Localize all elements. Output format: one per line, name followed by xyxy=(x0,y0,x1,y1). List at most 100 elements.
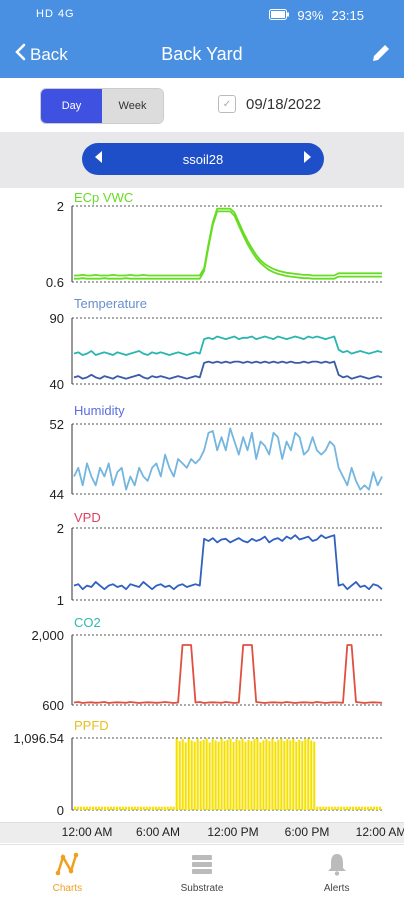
ppfd-bar xyxy=(280,738,283,810)
ppfd-bar xyxy=(217,741,220,810)
time-label: 6:00 PM xyxy=(284,825,330,839)
ppfd-bar xyxy=(208,742,211,810)
series-line xyxy=(73,360,383,380)
ppfd-bar xyxy=(136,806,139,810)
sensor-bar: ssoil28 xyxy=(0,132,404,188)
ppfd-bar xyxy=(94,806,98,810)
ppfd-bar xyxy=(127,806,130,810)
ppfd-bar xyxy=(178,741,181,810)
back-button[interactable]: Back xyxy=(14,43,68,66)
ppfd-bar xyxy=(199,741,202,810)
time-label: 12:00 AM xyxy=(355,825,404,839)
ppfd-bar xyxy=(220,738,223,810)
ppfd-bar xyxy=(349,806,352,810)
ppfd-bar xyxy=(214,740,217,810)
ppfd-bar xyxy=(235,739,238,810)
y-tick-label: 1,096.54 xyxy=(13,731,64,746)
bell-icon xyxy=(324,851,350,880)
ppfd-bar xyxy=(247,739,250,810)
y-tick-label: 0.6 xyxy=(46,275,64,290)
ppfd-bar xyxy=(373,806,376,810)
series-line xyxy=(73,427,383,491)
sensor-selector: ssoil28 xyxy=(82,143,324,175)
tab-substrate-label: Substrate xyxy=(180,883,224,894)
ppfd-bar xyxy=(142,806,145,810)
ppfd-bar xyxy=(379,806,382,810)
charts-icon xyxy=(54,851,80,880)
ppfd-bar xyxy=(292,738,295,810)
ppfd-bar xyxy=(76,806,80,810)
y-tick-label: 2,000 xyxy=(31,628,64,643)
edit-button[interactable] xyxy=(370,42,392,69)
ppfd-bar xyxy=(109,806,112,810)
clock: 23:15 xyxy=(331,8,364,23)
chevron-left-icon xyxy=(14,43,26,66)
ppfd-bar xyxy=(196,738,199,810)
ppfd-bar xyxy=(166,806,169,810)
y-tick-label: 1 xyxy=(57,593,64,608)
app-bar: Back Back Yard xyxy=(0,32,404,78)
ppfd-bar xyxy=(241,738,244,810)
tab-alerts-label: Alerts xyxy=(323,883,350,894)
tab-charts[interactable]: Charts xyxy=(0,845,135,901)
ppfd-bar xyxy=(367,806,370,810)
previous-sensor-button[interactable] xyxy=(94,150,104,169)
back-label: Back xyxy=(30,44,68,64)
ppfd-bar xyxy=(358,806,361,810)
ppfd-bar xyxy=(118,806,121,810)
tab-alerts[interactable]: Alerts xyxy=(269,845,404,901)
day-toggle[interactable]: Day xyxy=(41,89,102,123)
ppfd-bar xyxy=(259,742,262,810)
ppfd-bar xyxy=(190,740,193,810)
y-tick-label: 90 xyxy=(50,311,64,326)
y-tick-label: 0 xyxy=(57,803,64,818)
charts-panel: ECp VWC 2 0.6 Temperature 90 40 Humidity 52 44 VP… xyxy=(13,190,383,818)
ppfd-bar xyxy=(205,738,208,810)
ppfd-bar xyxy=(163,806,166,810)
chart-title: PPFD xyxy=(74,718,109,733)
ppfd-bar xyxy=(121,806,124,810)
ppfd-bar xyxy=(157,806,160,810)
series-line xyxy=(73,335,383,356)
next-sensor-button[interactable] xyxy=(302,150,312,169)
ppfd-bar xyxy=(130,806,133,810)
ppfd-bar xyxy=(82,806,86,810)
ppfd-bar xyxy=(100,806,104,810)
week-toggle[interactable]: Week xyxy=(102,89,163,123)
ppfd-bar xyxy=(370,806,373,810)
ppfd-bar xyxy=(91,806,95,810)
ppfd-bar xyxy=(304,739,307,810)
ppfd-bar xyxy=(145,806,148,810)
ppfd-bar xyxy=(85,806,89,810)
ppfd-bar xyxy=(289,740,292,810)
ppfd-bar xyxy=(340,806,343,810)
ppfd-bar xyxy=(298,739,301,810)
battery-icon xyxy=(269,8,290,23)
ppfd-bar xyxy=(160,806,163,810)
ppfd-bar xyxy=(106,806,109,810)
chart-title: Temperature xyxy=(74,296,147,311)
ppfd-bar xyxy=(376,806,379,810)
ppfd-bar xyxy=(88,806,92,810)
ppfd-bar xyxy=(262,740,265,810)
series-line xyxy=(74,210,382,280)
ppfd-bar xyxy=(364,806,367,810)
ppfd-bar xyxy=(268,741,271,810)
ppfd-bar xyxy=(361,806,364,810)
ppfd-bar xyxy=(265,739,268,810)
range-controls: Day Week ✓ 09/18/2022 xyxy=(0,78,404,132)
ppfd-bar xyxy=(193,741,196,810)
ppfd-bar xyxy=(286,739,289,810)
ppfd-bar xyxy=(238,740,241,810)
ppfd-bar xyxy=(223,741,226,810)
tab-substrate[interactable]: Substrate xyxy=(135,845,270,901)
y-tick-label: 52 xyxy=(50,417,64,432)
ppfd-bar xyxy=(328,806,331,810)
ppfd-bar xyxy=(256,738,259,810)
tab-charts-label: Charts xyxy=(52,883,83,894)
date-picker[interactable]: ✓ 09/18/2022 xyxy=(218,95,321,113)
time-label: 12:00 PM xyxy=(207,825,259,839)
network-indicators: HD 4G xyxy=(36,8,75,20)
ppfd-bar xyxy=(310,740,313,810)
ppfd-bar xyxy=(271,738,274,810)
